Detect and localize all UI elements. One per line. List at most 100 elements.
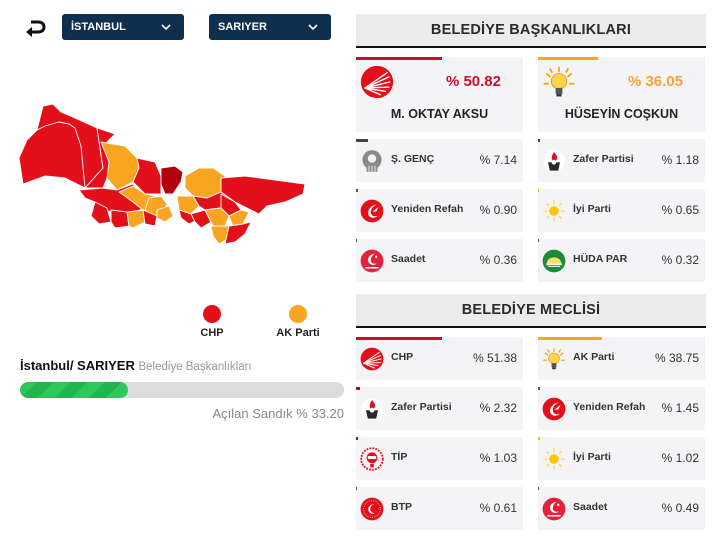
party-card[interactable]: TİP % 1.03 (356, 437, 523, 480)
candidate-name: M. OKTAY AKSU (390, 107, 489, 121)
party-percent: % 7.14 (479, 153, 517, 167)
party-card[interactable]: Saadet % 0.36 (356, 239, 523, 282)
section-title-council: BELEDİYE MECLİSİ (356, 294, 706, 328)
iyi-logo-icon (542, 447, 566, 471)
location-context: Belediye Başkanlıkları (138, 361, 252, 373)
district-select-value: SARIYER (218, 21, 267, 33)
tip-logo-icon (360, 447, 384, 471)
party-name: CHP (391, 351, 414, 363)
party-name: BTP (391, 501, 412, 513)
party-percent: % 0.90 (479, 203, 517, 217)
party-percent: % 38.75 (654, 351, 699, 365)
vote-share-bar (356, 139, 368, 142)
map-district (126, 209, 146, 229)
party-percent: % 0.61 (479, 501, 517, 515)
party-percent: % 0.32 (661, 253, 699, 267)
istanbul-district-map[interactable] (15, 98, 310, 248)
party-name: Saadet (391, 253, 426, 265)
vote-share-bar (356, 337, 442, 340)
vote-share-bar (356, 57, 442, 60)
party-name: Zafer Partisi (573, 153, 634, 165)
city-select[interactable]: İSTANBUL (62, 14, 184, 40)
akparti-logo-icon (542, 347, 566, 371)
party-card[interactable]: Zafer Partisi % 2.32 (356, 387, 523, 430)
vote-share-bar (356, 239, 357, 242)
location-caption: İstanbul/ SARIYER Belediye Başkanlıkları (20, 358, 252, 373)
party-name: Yeniden Refah (391, 203, 464, 215)
vote-share-bar (538, 437, 540, 440)
party-card[interactable]: CHP % 51.38 (356, 337, 523, 380)
map-district (142, 209, 158, 227)
party-card[interactable]: Yeniden Refah % 1.45 (538, 387, 705, 430)
legend-label: CHP (200, 327, 224, 339)
party-percent: % 51.38 (472, 351, 517, 365)
saadet-logo-icon (542, 497, 566, 521)
party-card[interactable]: Yeniden Refah % 0.90 (356, 189, 523, 232)
vote-share-bar (538, 239, 539, 242)
vote-share-bar (356, 387, 360, 390)
left-panel: İSTANBUL SARIYER (0, 0, 352, 541)
party-percent: % 0.36 (479, 253, 517, 267)
map-district (176, 195, 200, 215)
party-name: HÜDA PAR (573, 253, 628, 265)
btp-logo-icon (360, 497, 384, 521)
map-district (178, 209, 198, 225)
location-path: İstanbul/ SARIYER (20, 358, 135, 373)
party-name: AK Parti (573, 351, 615, 363)
legend-dot-akparti (289, 305, 307, 323)
vote-share-bar (356, 487, 357, 490)
party-name: İyi Parti (573, 203, 611, 215)
ballot-progress-fill (20, 382, 128, 398)
party-card[interactable]: BTP % 0.61 (356, 487, 523, 530)
party-percent: % 1.45 (661, 401, 699, 415)
chevron-down-icon (161, 24, 171, 31)
legend-label: AK Parti (276, 327, 320, 339)
district-select[interactable]: SARIYER (209, 14, 331, 40)
party-card[interactable]: HÜDA PAR % 0.32 (538, 239, 705, 282)
party-percent: % 0.49 (661, 501, 699, 515)
zafer-logo-icon (542, 149, 566, 173)
party-card[interactable]: İyi Parti % 0.65 (538, 189, 705, 232)
party-name: Ş. GENÇ (391, 153, 435, 165)
council-results: CHP % 51.38 AK Parti % 38.75 Zafer Parti… (356, 328, 706, 530)
legend-dot-chp (203, 305, 221, 323)
vote-share-bar (538, 387, 540, 390)
zafer-logo-icon (360, 397, 384, 421)
party-card[interactable]: İyi Parti % 1.02 (538, 437, 705, 480)
vote-share-bar (538, 57, 598, 60)
party-name: Yeniden Refah (573, 401, 646, 413)
saadet-logo-icon (360, 249, 384, 273)
party-name: TİP (391, 451, 408, 463)
map-district (90, 201, 112, 225)
party-card[interactable]: Saadet % 0.49 (538, 487, 705, 530)
yenidenrefah-logo-icon (360, 199, 384, 223)
party-name: İyi Parti (573, 451, 611, 463)
party-percent: % 0.65 (661, 203, 699, 217)
party-percent: % 1.02 (661, 451, 699, 465)
candidate-name: HÜSEYİN COŞKUN (564, 107, 679, 121)
vote-share-bar (538, 189, 539, 192)
map-district (190, 209, 212, 229)
map-district-sariyer (160, 165, 184, 195)
candidate-card[interactable]: % 36.05 HÜSEYİN COŞKUN (538, 57, 705, 132)
candidate-percent: % 36.05 (627, 73, 683, 90)
chevron-down-icon (308, 24, 318, 31)
ballot-progress-bar (20, 382, 344, 398)
iyi-logo-icon (542, 199, 566, 223)
party-card[interactable]: AK Parti % 38.75 (538, 337, 705, 380)
hudapar-logo-icon (542, 249, 566, 273)
akparti-logo-icon (542, 65, 576, 99)
back-button[interactable] (22, 16, 48, 38)
party-card[interactable]: Zafer Partisi % 1.18 (538, 139, 705, 182)
opened-ballots-label: Açılan Sandık % 33.20 (212, 406, 344, 421)
yenidenrefah-logo-icon (542, 397, 566, 421)
map-district (156, 205, 174, 223)
party-card[interactable]: Ş. GENÇ % 7.14 (356, 139, 523, 182)
map-district (110, 209, 130, 229)
candidate-percent: % 50.82 (445, 73, 501, 90)
party-name: Saadet (573, 501, 608, 513)
chp-logo-icon (360, 65, 394, 99)
vote-share-bar (538, 139, 540, 142)
candidate-card[interactable]: % 50.82 M. OKTAY AKSU (356, 57, 523, 132)
map-district (224, 221, 252, 245)
